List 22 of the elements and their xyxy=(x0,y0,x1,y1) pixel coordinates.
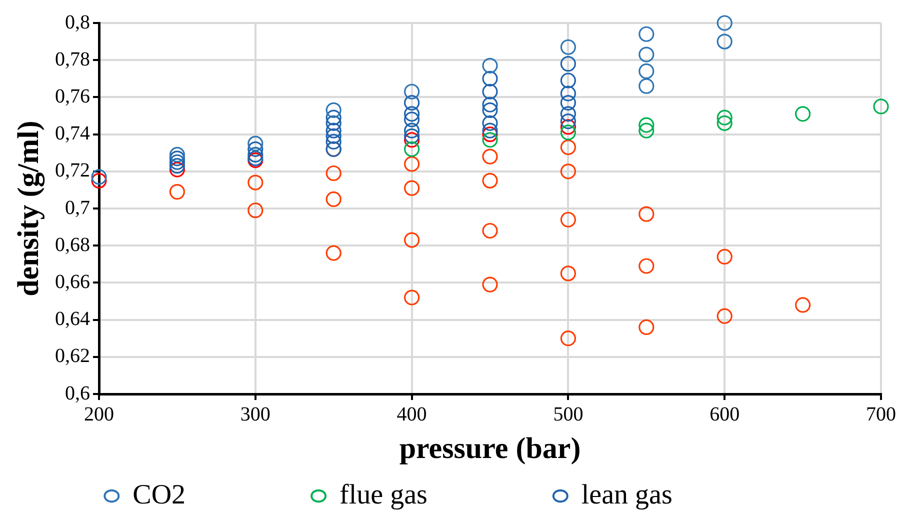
y-tick-label: 0,6 xyxy=(65,382,90,404)
y-tick-label: 0,8 xyxy=(65,11,90,34)
legend-label: lean gas xyxy=(581,479,784,510)
y-tick-label: 0,76 xyxy=(55,85,90,108)
y-tick-label: 0,72 xyxy=(55,160,90,182)
y-tick-label: 0,62 xyxy=(55,345,90,368)
x-axis-title: pressure (bar) xyxy=(399,432,581,465)
x-tick-label: 700 xyxy=(866,403,896,426)
legend-label: CO2 xyxy=(132,479,298,510)
x-tick-label: 200 xyxy=(84,403,114,426)
y-tick-label: 0,66 xyxy=(55,270,90,293)
y-tick-label: 0,7 xyxy=(65,196,90,219)
y-axis-title: density (g/ml) xyxy=(12,120,45,296)
y-tick-label: 0,68 xyxy=(55,234,90,256)
legend-label: flue gas xyxy=(340,479,540,510)
x-tick-label: 600 xyxy=(710,403,740,426)
x-tick-label: 400 xyxy=(396,403,427,426)
y-tick-label: 0,64 xyxy=(55,308,90,330)
y-tick-label: 0,78 xyxy=(55,48,90,70)
x-tick-label: 300 xyxy=(240,403,270,426)
x-tick-label: 500 xyxy=(553,403,584,426)
y-tick-label: 0,74 xyxy=(55,122,90,145)
